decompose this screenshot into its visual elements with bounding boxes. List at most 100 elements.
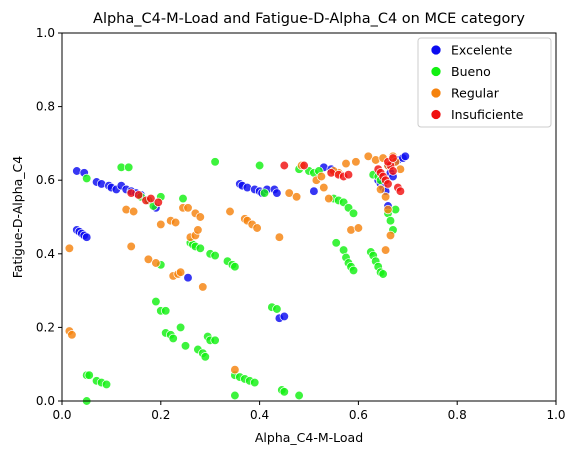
point-bueno-60 bbox=[348, 208, 359, 218]
point-regular-6 bbox=[143, 254, 154, 264]
point-bueno-2 bbox=[84, 370, 94, 380]
points-layer bbox=[64, 151, 410, 406]
point-regular-23 bbox=[230, 365, 240, 375]
point-insuficiente-17 bbox=[388, 166, 398, 176]
point-bueno-8 bbox=[124, 162, 134, 172]
point-excelente-6 bbox=[82, 232, 92, 242]
x-axis-label: Alpha_C4-M-Load bbox=[255, 430, 363, 445]
point-bueno-77 bbox=[385, 216, 396, 226]
x-tick-label: 1.0 bbox=[546, 408, 565, 422]
point-insuficiente-10 bbox=[343, 170, 354, 180]
point-regular-34 bbox=[324, 193, 334, 204]
point-insuficiente-3 bbox=[146, 193, 156, 204]
y-tick-label: 0.4 bbox=[36, 247, 55, 261]
legend-label-excelente: Excelente bbox=[451, 43, 513, 58]
point-bueno-38 bbox=[230, 262, 240, 272]
legend-label-insuficiente: Insuficiente bbox=[451, 107, 524, 122]
point-excelente-18 bbox=[183, 273, 193, 283]
point-regular-45 bbox=[385, 230, 396, 241]
y-tick-label: 0.2 bbox=[36, 320, 55, 334]
y-axis-label: Fatigue-D-Alpha_C4 bbox=[10, 156, 25, 279]
point-bueno-0 bbox=[82, 173, 92, 184]
chart-title: Alpha_C4-M-Load and Fatigue-D-Alpha_C4 o… bbox=[93, 11, 525, 27]
x-tick-label: 0.8 bbox=[448, 408, 467, 422]
y-tick-label: 0.0 bbox=[36, 394, 55, 408]
point-regular-20 bbox=[195, 212, 205, 222]
y-tick-label: 0.8 bbox=[36, 100, 55, 114]
point-bueno-35 bbox=[210, 157, 220, 167]
point-regular-15 bbox=[183, 203, 193, 213]
point-bueno-50 bbox=[279, 387, 289, 397]
point-regular-4 bbox=[126, 241, 136, 252]
point-bueno-16 bbox=[161, 306, 171, 316]
point-insuficiente-5 bbox=[279, 160, 289, 171]
point-regular-2 bbox=[67, 330, 77, 340]
legend: Excelente Bueno Regular Insuficiente bbox=[417, 37, 552, 128]
point-insuficiente-19 bbox=[395, 186, 406, 196]
point-bueno-46 bbox=[259, 188, 270, 198]
point-regular-21 bbox=[198, 282, 208, 292]
point-bueno-48 bbox=[272, 304, 282, 314]
point-regular-7 bbox=[151, 258, 161, 268]
point-excelente-29 bbox=[279, 311, 289, 322]
legend-marker-insuficiente bbox=[430, 109, 442, 120]
point-bueno-44 bbox=[250, 377, 260, 388]
point-bueno-22 bbox=[180, 341, 191, 351]
x-tick-label: 0.0 bbox=[52, 408, 71, 422]
x-tick-label: 0.6 bbox=[349, 408, 368, 422]
point-regular-5 bbox=[128, 206, 139, 217]
point-bueno-66 bbox=[348, 265, 359, 276]
point-regular-13 bbox=[175, 267, 186, 277]
point-bueno-5 bbox=[101, 379, 112, 390]
point-excelente-43 bbox=[400, 151, 410, 161]
legend-box bbox=[417, 37, 552, 128]
y-tick-label: 0.6 bbox=[36, 173, 55, 187]
point-bueno-32 bbox=[210, 335, 220, 345]
legend-label-bueno: Bueno bbox=[451, 64, 491, 79]
point-bueno-19 bbox=[168, 333, 178, 344]
point-bueno-72 bbox=[378, 269, 388, 279]
point-bueno-51 bbox=[294, 390, 304, 401]
point-bueno-26 bbox=[195, 243, 205, 253]
legend-marker-bueno bbox=[430, 66, 442, 77]
point-bueno-21 bbox=[178, 193, 188, 204]
point-regular-53 bbox=[316, 171, 327, 182]
point-regular-0 bbox=[64, 243, 75, 253]
point-regular-30 bbox=[291, 192, 302, 202]
x-tick-label: 0.2 bbox=[151, 408, 170, 422]
point-regular-36 bbox=[341, 158, 351, 169]
legend-marker-excelente bbox=[430, 44, 442, 56]
legend-label-regular: Regular bbox=[451, 86, 500, 101]
point-regular-46 bbox=[380, 245, 391, 255]
ticks-layer: 0.0 0.2 0.4 0.6 0.8 1.0 0.0 0.2 0.4 0.6 0.8 1.0 bbox=[36, 26, 566, 422]
y-tick-label: 1.0 bbox=[36, 26, 55, 40]
point-regular-39 bbox=[353, 223, 364, 233]
point-regular-33 bbox=[319, 182, 329, 193]
point-regular-18 bbox=[193, 225, 203, 235]
point-excelente-30 bbox=[309, 186, 319, 196]
point-bueno-34 bbox=[210, 250, 220, 261]
point-bueno-45 bbox=[254, 160, 265, 171]
point-excelente-27 bbox=[272, 188, 282, 198]
point-regular-48 bbox=[375, 184, 386, 195]
point-regular-8 bbox=[156, 219, 166, 230]
legend-marker-regular bbox=[430, 87, 442, 99]
point-regular-28 bbox=[274, 232, 285, 242]
point-regular-22 bbox=[225, 206, 235, 217]
point-insuficiente-6 bbox=[299, 160, 309, 171]
plot-frame bbox=[61, 32, 557, 402]
point-regular-27 bbox=[252, 223, 262, 233]
point-bueno-20 bbox=[175, 322, 186, 333]
point-insuficiente-21 bbox=[388, 153, 398, 163]
point-bueno-61 bbox=[331, 238, 341, 248]
point-bueno-14 bbox=[151, 296, 161, 307]
point-insuficiente-4 bbox=[153, 197, 163, 207]
point-regular-38 bbox=[351, 157, 361, 167]
point-insuficiente-1 bbox=[133, 190, 144, 200]
point-insuficiente-15 bbox=[383, 179, 393, 189]
point-bueno-39 bbox=[230, 390, 240, 401]
x-tick-label: 0.4 bbox=[250, 408, 269, 422]
point-regular-40 bbox=[363, 151, 373, 161]
point-regular-10 bbox=[170, 217, 181, 228]
